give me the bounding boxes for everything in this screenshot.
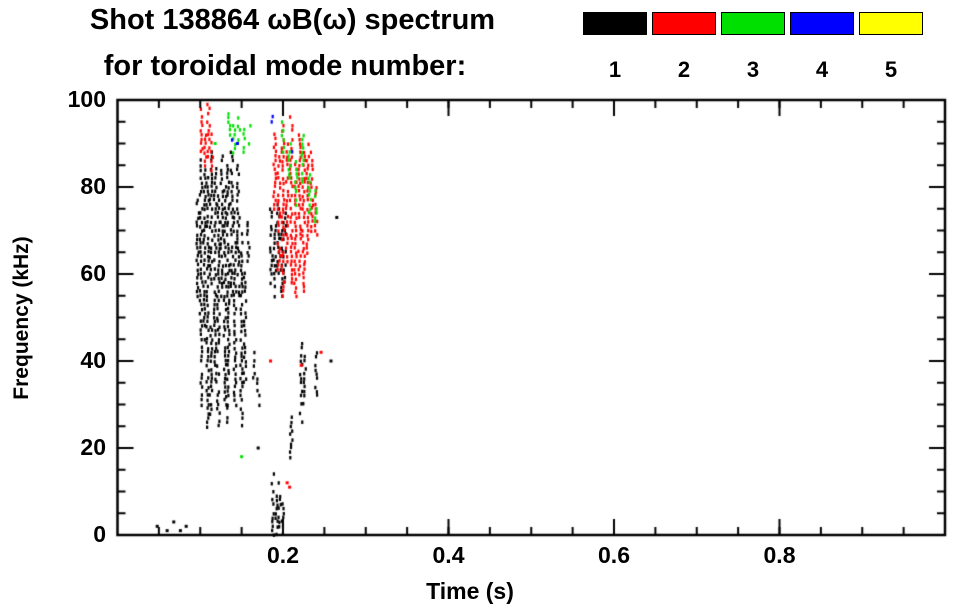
- legend-number-n3: 3: [746, 57, 760, 82]
- legend-number-row: 1 2 3 4 5: [583, 57, 933, 83]
- legend-swatch-n5: [859, 12, 923, 35]
- chart-title-line2: for toroidal mode number:: [103, 50, 467, 82]
- x-tick-label: 0.8: [763, 542, 796, 568]
- x-tick-label: 0.2: [267, 542, 299, 568]
- x-tick-label: 0.4: [432, 542, 465, 568]
- legend-number-n4: 4: [815, 57, 829, 82]
- legend-number-n2: 2: [677, 57, 691, 82]
- y-axis-title: Frequency (kHz): [10, 236, 33, 400]
- mode-legend: 1 2 3 4 5: [583, 12, 933, 83]
- y-tick-label: 0: [93, 521, 106, 547]
- y-tick-label: 60: [80, 260, 106, 286]
- legend-swatch-n1: [583, 12, 647, 35]
- legend-swatch-row: [583, 12, 933, 35]
- legend-swatch-n2: [652, 12, 716, 35]
- y-tick-label: 100: [67, 86, 106, 112]
- chart-title-line1: Shot 138864 ωB(ω) spectrum: [89, 4, 496, 36]
- x-tick-label: 0.6: [598, 542, 630, 568]
- legend-number-n1: 1: [608, 57, 622, 82]
- y-tick-label: 40: [80, 347, 106, 373]
- legend-swatch-n4: [790, 12, 854, 35]
- x-axis-title: Time (s): [426, 578, 514, 604]
- legend-number-n5: 5: [884, 57, 898, 82]
- y-tick-label: 20: [80, 434, 106, 460]
- legend-swatch-n3: [721, 12, 785, 35]
- y-tick-label: 80: [80, 173, 106, 199]
